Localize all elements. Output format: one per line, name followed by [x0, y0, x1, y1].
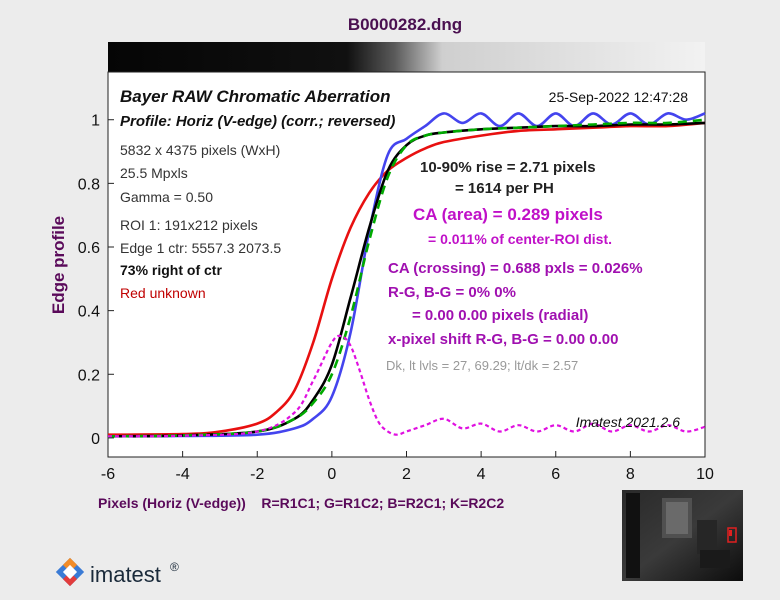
x-tick-label: -6: [101, 466, 115, 483]
x-tick-label: 8: [626, 466, 635, 483]
info-gamma: Gamma = 0.50: [120, 189, 213, 205]
y-tick-label: 0.6: [78, 240, 100, 257]
ca-radial: = 0.00 0.00 pixels (radial): [412, 307, 588, 324]
x-axis-ticks: -6 -4 -2 0 2 4 6 8 10: [101, 451, 714, 483]
x-axis-label: Pixels (Horiz (V-edge)) R=R1C1; G=R1C2; …: [98, 495, 504, 511]
x-tick-label: -2: [250, 466, 264, 483]
y-tick-label: 0: [91, 431, 100, 448]
figure-title: B0000282.dng: [348, 15, 462, 34]
chart-subtitle: Profile: Horiz (V-edge) (corr.; reversed…: [120, 113, 395, 130]
y-axis-label: Edge profile: [49, 216, 68, 314]
timestamp: 25-Sep-2022 12:47:28: [549, 89, 689, 105]
series-line-ca: [107, 334, 706, 438]
series-line-g: [107, 118, 706, 438]
x-tick-label: 4: [477, 466, 486, 483]
y-tick-label: 1: [91, 113, 100, 130]
version-label: Imatest 2021.2.6: [576, 414, 681, 430]
info-dimensions: 5832 x 4375 pixels (WxH): [120, 142, 280, 158]
x-tick-label: 0: [327, 466, 336, 483]
info-megapixels: 25.5 Mpxls: [120, 165, 188, 181]
dark-light-levels: Dk, lt lvls = 27, 69.29; lt/dk = 2.57: [386, 358, 578, 373]
x-tick-label: 2: [402, 466, 411, 483]
info-position: 73% right of ctr: [120, 262, 222, 278]
edge-image-bar: [108, 42, 705, 72]
series-line-b: [107, 112, 706, 438]
chart-title: Bayer RAW Chromatic Aberration: [120, 87, 390, 106]
y-tick-label: 0.8: [78, 176, 100, 193]
thumbnail-image: [622, 490, 743, 581]
imatest-logo: imatest ®: [55, 557, 179, 587]
ca-crossing: CA (crossing) = 0.688 pxls = 0.026%: [388, 260, 643, 277]
ca-area-pct: = 0.011% of center-ROI dist.: [428, 231, 612, 247]
plot-area: [107, 71, 706, 458]
y-tick-label: 0.2: [78, 367, 100, 384]
y-tick-label: 0.4: [78, 304, 100, 321]
y-axis-ticks: 0 0.2 0.4 0.6 0.8 1: [78, 113, 114, 448]
ca-rg-bg: R-G, B-G = 0% 0%: [388, 284, 516, 301]
imatest-logo-text: imatest: [90, 562, 161, 587]
info-roi: ROI 1: 191x212 pixels: [120, 217, 258, 233]
info-edge-center: Edge 1 ctr: 5557.3 2073.5: [120, 240, 281, 256]
rise-line-1: 10-90% rise = 2.71 pixels: [420, 159, 596, 176]
x-tick-label: -4: [176, 466, 190, 483]
rise-line-2: = 1614 per PH: [455, 180, 554, 197]
ca-xshift: x-pixel shift R-G, B-G = 0.00 0.00: [388, 331, 619, 348]
x-tick-label: 6: [551, 466, 560, 483]
x-tick-label: 10: [696, 466, 714, 483]
info-red-note: Red unknown: [120, 285, 206, 301]
imatest-logo-mark: ®: [170, 560, 179, 574]
ca-area: CA (area) = 0.289 pixels: [413, 205, 603, 224]
chart-series: [107, 112, 706, 438]
